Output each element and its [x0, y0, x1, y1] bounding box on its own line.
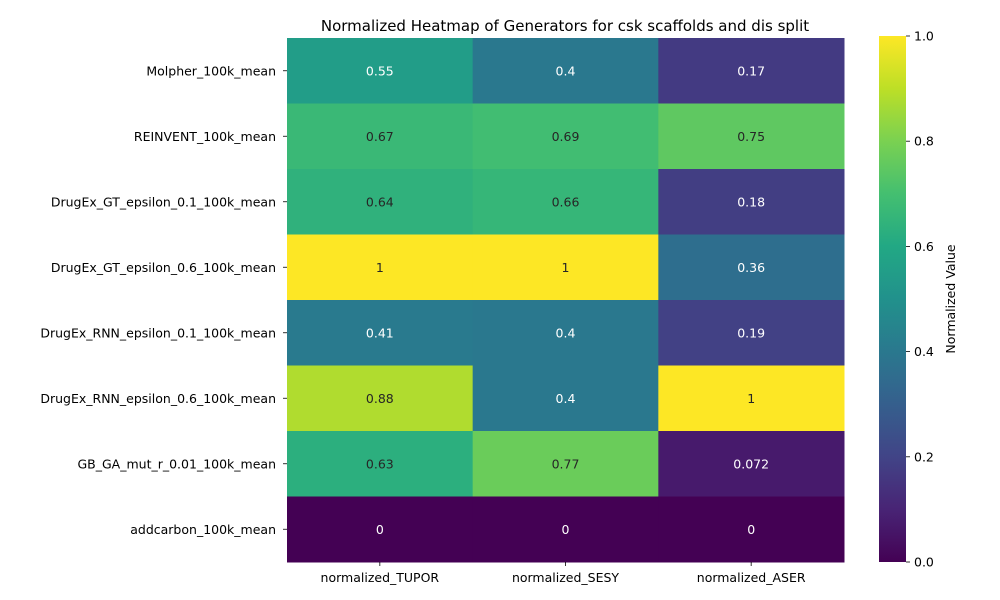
cell-value-label: 0.77: [552, 456, 580, 471]
colorbar: 0.0 0.2 0.4 0.6 0.8 1.0 Normalized Value: [879, 29, 958, 570]
cell-value-label: 1: [376, 260, 384, 275]
cell-value-label: 0: [376, 522, 384, 537]
cell-value-label: 0.19: [737, 325, 765, 340]
heatmap-cell: [472, 234, 659, 301]
cell-value-label: 0.36: [737, 260, 765, 275]
heatmap-cell: [287, 234, 474, 301]
heatmap-cell: [658, 431, 845, 497]
cell-value-label: 0.66: [552, 194, 580, 209]
row-label-drugex-rnn-epsilon-0-6-100k-mean: DrugEx_RNN_epsilon_0.6_100k_mean: [40, 391, 276, 406]
row-label-drugex-gt-epsilon-0-6-100k-mean: DrugEx_GT_epsilon_0.6_100k_mean: [51, 260, 276, 275]
cell-value-label: 0: [562, 522, 570, 537]
heatmap-cell: [287, 38, 474, 104]
heatmap-cell: [658, 169, 845, 235]
cell-value-label: 0.4: [556, 63, 576, 78]
cell-value-label: 0.41: [366, 325, 394, 340]
cell-value-label: 1: [747, 391, 755, 406]
cell-value-label: 0.64: [366, 194, 394, 209]
colorbar-tick-label: 0.2: [914, 449, 934, 464]
column-label-normalized-aser: normalized_ASER: [697, 570, 806, 585]
column-label-normalized-tupor: normalized_TUPOR: [321, 570, 440, 585]
cell-value-label: 0.63: [366, 456, 394, 471]
row-label-drugex-rnn-epsilon-0-1-100k-mean: DrugEx_RNN_epsilon_0.1_100k_mean: [40, 325, 276, 340]
row-label-gb-ga-mut-r-0-01-100k-mean: GB_GA_mut_r_0.01_100k_mean: [77, 456, 276, 471]
heatmap-cells: 0.55 0.4 0.17 0.67 0.69 0.75 0.64 0.66 0.18 1 1 0.3…: [287, 38, 845, 563]
cell-value-label: 0.18: [737, 194, 765, 209]
heatmap-cell: [472, 365, 659, 432]
row-label-addcarbon-100k-mean: addcarbon_100k_mean: [130, 522, 276, 537]
heatmap-cell: [472, 169, 659, 235]
heatmap-cell: [287, 300, 474, 366]
cell-value-label: 0.55: [366, 63, 394, 78]
heatmap-cell: [287, 103, 474, 170]
heatmap-cell: [287, 365, 474, 432]
chart-title: Normalized Heatmap of Generators for csk…: [321, 17, 809, 35]
row-label-drugex-gt-epsilon-0-1-100k-mean: DrugEx_GT_epsilon_0.1_100k_mean: [51, 194, 276, 209]
column-label-normalized-sesy: normalized_SESY: [512, 570, 619, 585]
colorbar-tick-label: 0.0: [914, 555, 934, 570]
colorbar-tick-label: 0.4: [914, 344, 934, 359]
colorbar-gradient: [879, 36, 906, 562]
heatmap-cell: [287, 431, 474, 497]
row-label-molpher-100k-mean: Molpher_100k_mean: [146, 63, 276, 78]
heatmap-cell: [472, 103, 659, 170]
heatmap-cell: [287, 496, 474, 563]
cell-value-label: 0: [747, 522, 755, 537]
cell-value-label: 0.4: [556, 391, 576, 406]
colorbar-label: Normalized Value: [943, 244, 958, 353]
cell-value-label: 0.072: [733, 456, 769, 471]
row-label-reinvent-100k-mean: REINVENT_100k_mean: [134, 129, 276, 144]
cell-value-label: 1: [562, 260, 570, 275]
cell-value-label: 0.75: [737, 129, 765, 144]
heatmap-cell: [472, 431, 659, 497]
heatmap-cell: [472, 38, 659, 104]
colorbar-tick-label: 1.0: [914, 29, 934, 44]
heatmap-cell: [658, 234, 845, 301]
row-labels: Molpher_100k_mean REINVENT_100k_mean DrugE…: [40, 63, 287, 537]
cell-value-label: 0.67: [366, 129, 394, 144]
cell-value-label: 0.69: [552, 129, 580, 144]
heatmap-cell: [472, 300, 659, 366]
heatmap-cell: [658, 38, 845, 104]
heatmap-cell: [658, 300, 845, 366]
colorbar-tick-label: 0.8: [914, 134, 934, 149]
heatmap-cell: [658, 103, 845, 170]
heatmap-cell: [658, 365, 845, 432]
cell-value-label: 0.17: [737, 63, 765, 78]
heatmap-cell: [472, 496, 659, 563]
colorbar-tick-label: 0.6: [914, 239, 934, 254]
cell-value-label: 0.88: [366, 391, 394, 406]
heatmap-cell: [287, 169, 474, 235]
cell-value-label: 0.4: [556, 325, 576, 340]
heatmap-cell: [658, 496, 845, 563]
column-labels: normalized_TUPOR normalized_SESY normalize…: [321, 562, 806, 585]
